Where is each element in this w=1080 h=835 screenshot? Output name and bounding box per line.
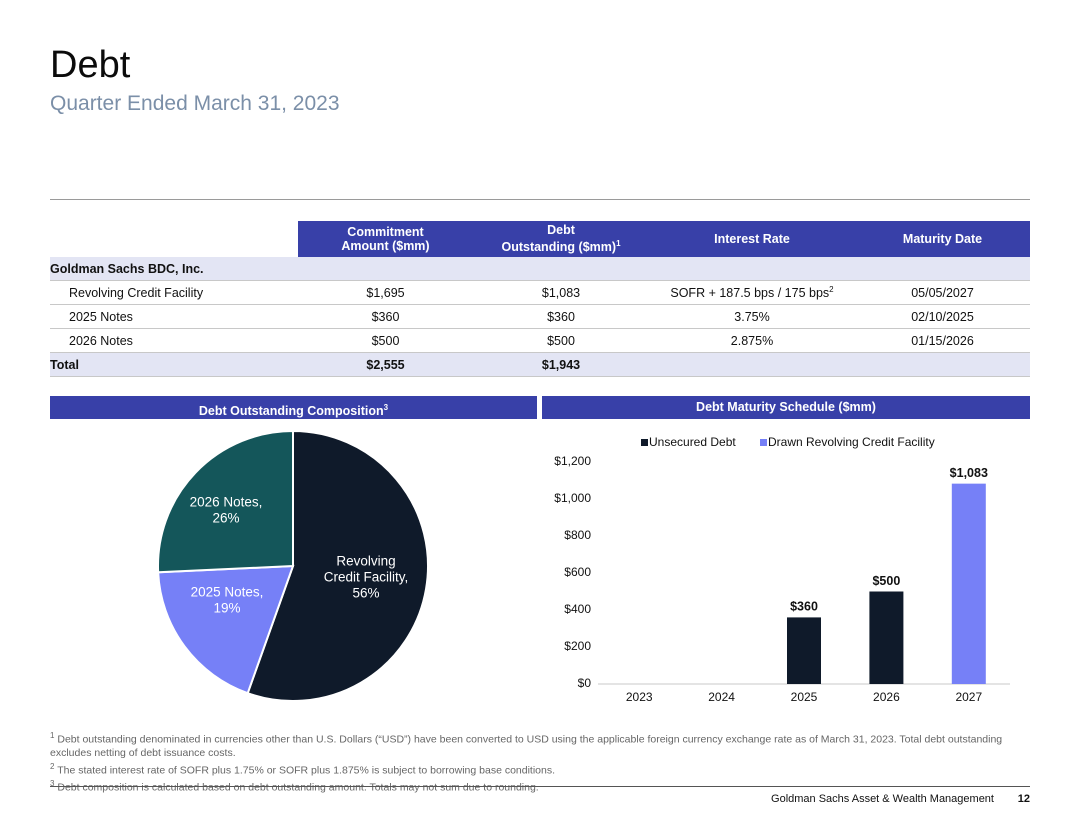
table-row: 2026 Notes $500 $500 2.875% 01/15/2026 bbox=[50, 328, 1030, 353]
x-tick-label: 2024 bbox=[708, 690, 735, 704]
row-commitment: $500 bbox=[298, 328, 473, 353]
bar bbox=[869, 591, 904, 684]
footnote-2: 2 The stated interest rate of SOFR plus … bbox=[50, 761, 556, 777]
divider bbox=[50, 199, 1030, 200]
group-label: Goldman Sachs BDC, Inc. bbox=[50, 257, 298, 281]
y-tick-label: $600 bbox=[564, 565, 591, 579]
row-rate: 3.75% bbox=[649, 304, 855, 329]
table-row: 2025 Notes $360 $360 3.75% 02/10/2025 bbox=[50, 304, 1030, 329]
col-header-outstanding: Debt Outstanding ($mm)1 bbox=[473, 221, 649, 257]
x-tick-label: 2025 bbox=[791, 690, 818, 704]
row-maturity: 05/05/2027 bbox=[855, 280, 1030, 305]
legend-swatch bbox=[641, 439, 648, 446]
col-header-interest-rate: Interest Rate bbox=[649, 221, 855, 257]
total-label: Total bbox=[50, 352, 298, 377]
bar bbox=[787, 617, 821, 684]
legend-label: Unsecured Debt bbox=[649, 435, 736, 449]
table-row: Revolving Credit Facility $1,695 $1,083 … bbox=[50, 280, 1030, 305]
pie-slice-label: Revolving bbox=[336, 554, 395, 569]
row-maturity: 01/15/2026 bbox=[855, 328, 1030, 353]
col-header-maturity-date: Maturity Date bbox=[855, 221, 1030, 257]
row-commitment: $1,695 bbox=[298, 280, 473, 305]
x-tick-label: 2023 bbox=[626, 690, 653, 704]
row-rate: 2.875% bbox=[649, 328, 855, 353]
row-name: 2025 Notes bbox=[50, 304, 298, 329]
row-rate: SOFR + 187.5 bps / 175 bps2 bbox=[649, 280, 855, 305]
y-tick-label: $400 bbox=[564, 602, 591, 616]
legend-swatch bbox=[760, 439, 767, 446]
bar bbox=[951, 483, 986, 684]
pie-slice-label: Credit Facility, bbox=[324, 570, 409, 585]
pie-slice-label: 2025 Notes, bbox=[191, 585, 264, 600]
debt-table: Commitment Amount ($mm) Debt Outstanding (… bbox=[50, 221, 1030, 377]
row-name: Revolving Credit Facility bbox=[50, 280, 298, 305]
col-header-commitment: Commitment Amount ($mm) bbox=[298, 221, 473, 257]
row-outstanding: $1,083 bbox=[473, 280, 649, 305]
row-outstanding: $500 bbox=[473, 328, 649, 353]
page-subtitle: Quarter Ended March 31, 2023 bbox=[50, 92, 340, 115]
x-tick-label: 2027 bbox=[955, 690, 982, 704]
row-maturity: 02/10/2025 bbox=[855, 304, 1030, 329]
total-outstanding: $1,943 bbox=[473, 352, 649, 377]
panel-header-maturity: Debt Maturity Schedule ($mm) bbox=[542, 396, 1030, 419]
bar-chart: $0 $200 $400 $600 $800 $1,000 $1,200 2023 2024 20… bbox=[554, 435, 1010, 704]
bar-data-label: $1,083 bbox=[950, 466, 988, 480]
row-name: 2026 Notes bbox=[50, 328, 298, 353]
panel-header-composition: Debt Outstanding Composition3 bbox=[50, 396, 537, 419]
page-title: Debt bbox=[50, 44, 131, 86]
table-group-row: Goldman Sachs BDC, Inc. bbox=[50, 257, 1030, 281]
pie-slice-label: 2026 Notes, bbox=[190, 495, 263, 510]
bar-data-label: $500 bbox=[872, 574, 900, 588]
y-tick-label: $1,000 bbox=[554, 491, 591, 505]
legend-label: Drawn Revolving Credit Facility bbox=[768, 435, 935, 449]
pie-slice bbox=[157, 429, 294, 574]
footnotes: 1 Debt outstanding denominated in curren… bbox=[50, 729, 1010, 795]
bar-data-label: $360 bbox=[790, 600, 818, 614]
footer-divider bbox=[50, 786, 1030, 787]
pie-slice bbox=[157, 564, 295, 695]
table-header-row: Commitment Amount ($mm) Debt Outstanding (… bbox=[50, 221, 1030, 257]
table-total-row: Total $2,555 $1,943 bbox=[50, 352, 1030, 377]
pie-slice-label: 26% bbox=[212, 511, 239, 526]
row-commitment: $360 bbox=[298, 304, 473, 329]
pie-slice-label: 19% bbox=[213, 601, 240, 616]
total-commitment: $2,555 bbox=[298, 352, 473, 377]
y-tick-label: $0 bbox=[578, 676, 592, 690]
y-tick-label: $1,200 bbox=[554, 454, 591, 468]
y-tick-label: $200 bbox=[564, 639, 591, 653]
pie-slice bbox=[246, 429, 429, 702]
footnote-1: 1 Debt outstanding denominated in curren… bbox=[50, 731, 1003, 759]
footer-company: Goldman Sachs Asset & Wealth Management bbox=[771, 793, 994, 805]
row-outstanding: $360 bbox=[473, 304, 649, 329]
table-header-blank bbox=[50, 221, 298, 257]
page-number: 12 bbox=[1017, 793, 1030, 805]
footnote-3: 3 Debt composition is calculated based o… bbox=[50, 779, 539, 794]
pie-slice-label: 56% bbox=[352, 586, 379, 601]
y-tick-label: $800 bbox=[564, 528, 591, 542]
x-tick-label: 2026 bbox=[873, 690, 900, 704]
